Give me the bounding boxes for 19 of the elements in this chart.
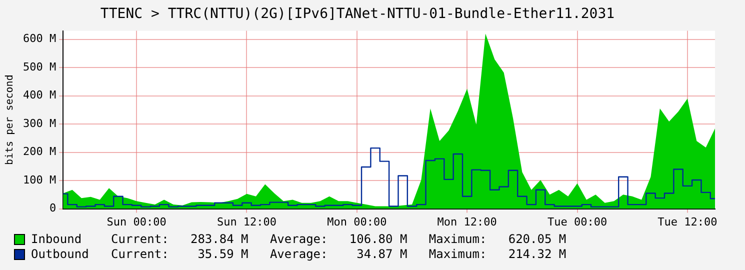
x-tick-label: Mon 12:00 xyxy=(437,215,497,228)
text: Current: 35.59 M Average: 34.87 M Maximum: 214.32 M xyxy=(111,247,566,262)
x-tick-label: Mon 00:00 xyxy=(327,215,387,228)
y-tick-label: 200 M xyxy=(22,145,56,158)
x-tick-label: Sun 12:00 xyxy=(216,215,277,228)
y-tick-label: 400 M xyxy=(22,88,56,102)
x-tick-label: Tue 00:00 xyxy=(547,215,608,228)
x-tick-label: Tue 12:00 xyxy=(658,215,718,228)
y-axis-title: bits per second xyxy=(4,74,16,165)
y-tick-label: 300 M xyxy=(22,116,56,130)
x-tick-label: Sun 00:00 xyxy=(106,215,166,228)
text: Current: 283.84 M Average: 106.80 M Maximum: 620.05 M xyxy=(111,232,566,247)
legend-label: Outbound xyxy=(31,247,90,262)
legend-label: Inbound xyxy=(31,232,83,247)
y-tick-label: 0 xyxy=(49,202,56,215)
y-tick-label: 500 M xyxy=(22,60,56,74)
y-tick-label: 100 M xyxy=(22,173,56,186)
chart-title: TTENC > TTRC(NTTU)(2G)[IPv6]TANet-NTTU-01-Bundle-Ether11.2031 xyxy=(100,6,615,22)
y-tick-label: 600 M xyxy=(22,32,56,46)
